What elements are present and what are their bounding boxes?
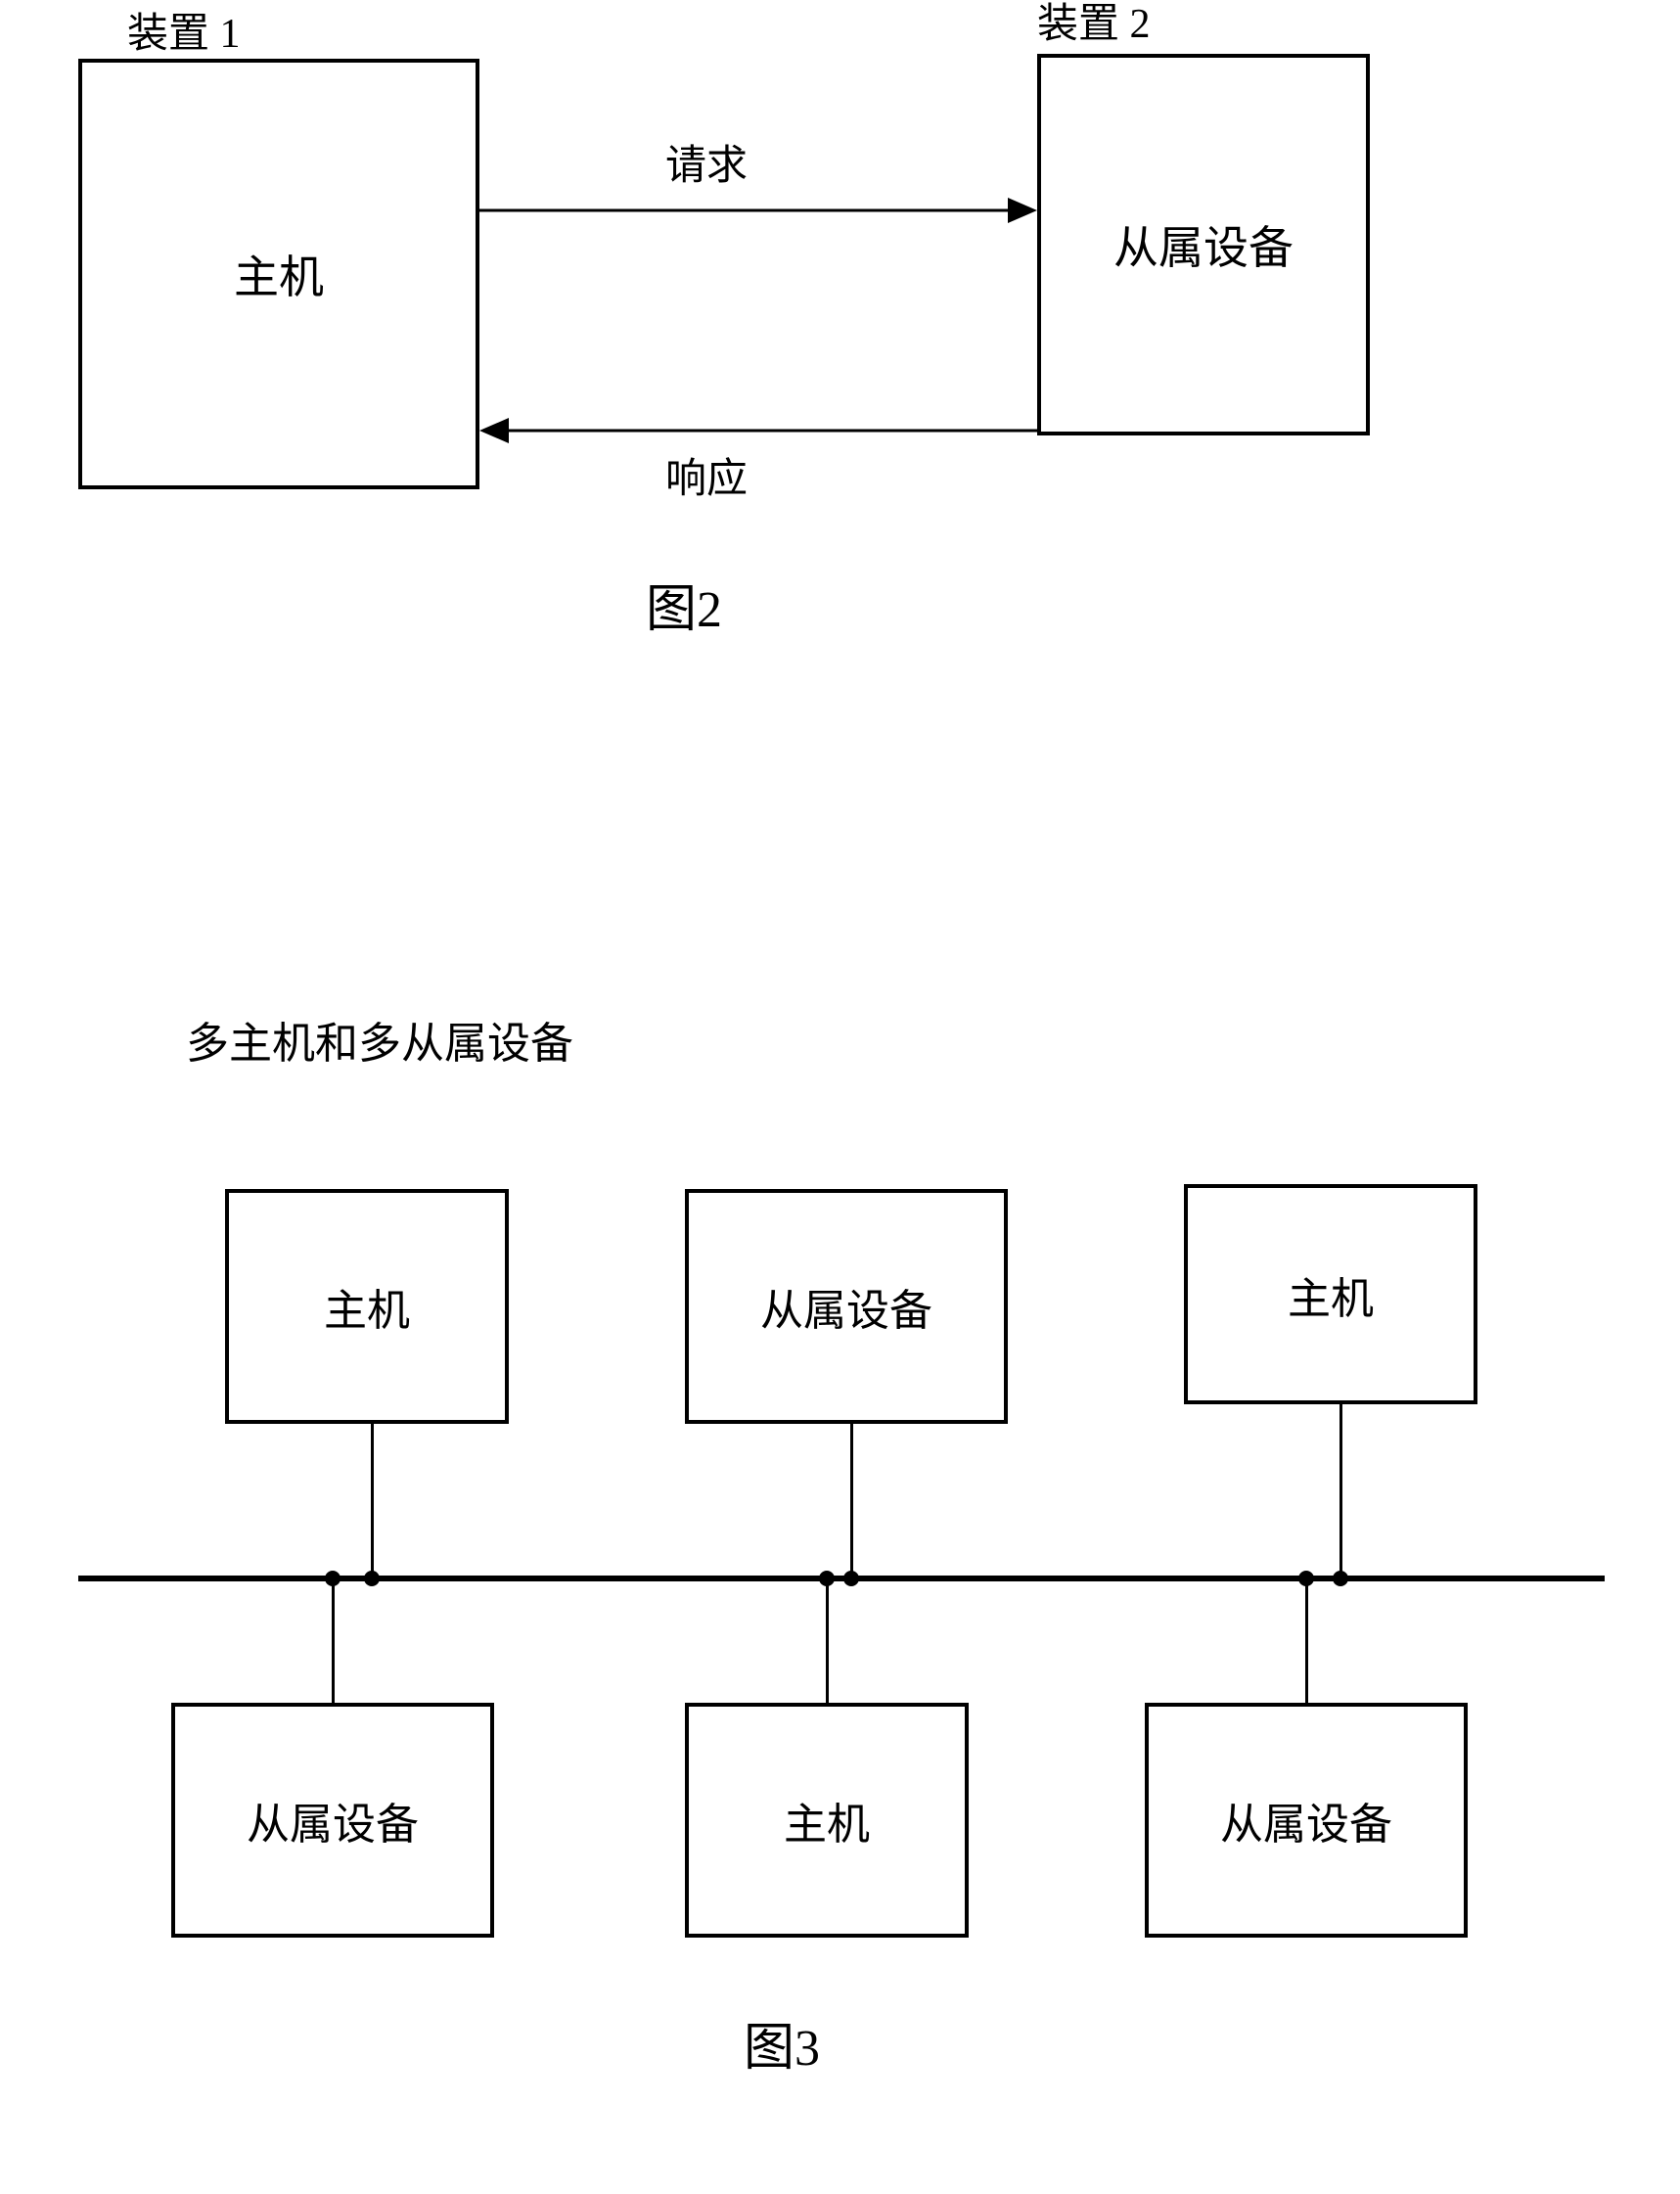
master-box-text: 主机 — [234, 242, 324, 306]
bus-junction-dot — [364, 1571, 380, 1586]
connector — [850, 1424, 853, 1578]
connector — [1339, 1404, 1342, 1578]
bus-junction-dot — [1298, 1571, 1314, 1586]
response-label: 响应 — [665, 445, 748, 505]
response-arrow — [479, 406, 1037, 455]
node-top2: 从属设备 — [685, 1189, 1008, 1424]
node-label: 主机 — [324, 1275, 410, 1338]
node-label: 从属设备 — [1220, 1789, 1392, 1851]
device-2-label: 装置 2 — [1037, 0, 1151, 50]
request-arrow — [479, 186, 1037, 235]
connector — [332, 1578, 335, 1703]
figure-2-caption: 图2 — [646, 568, 722, 641]
node-label: 主机 — [1288, 1263, 1374, 1326]
node-bot3: 从属设备 — [1145, 1703, 1468, 1938]
figure-3-caption: 图3 — [744, 2006, 820, 2080]
node-bot1: 从属设备 — [171, 1703, 494, 1938]
master-box: 主机 — [78, 59, 479, 489]
request-label: 请求 — [665, 132, 748, 192]
connector — [371, 1424, 374, 1578]
connector — [826, 1578, 829, 1703]
device-1-label: 装置 1 — [127, 0, 241, 60]
node-top3: 主机 — [1184, 1184, 1477, 1404]
slave-box-text: 从属设备 — [1113, 212, 1294, 277]
bus-junction-dot — [843, 1571, 859, 1586]
node-label: 主机 — [784, 1789, 870, 1851]
figure-2: 装置 1 装置 2 主机 从属设备 请求 响应 图2 — [78, 0, 1546, 685]
figure-3: 多主机和多从属设备 主机从属设备主机从属设备主机从属设备 图3 — [78, 979, 1605, 2153]
node-label: 从属设备 — [760, 1275, 932, 1338]
node-bot2: 主机 — [685, 1703, 969, 1938]
node-label: 从属设备 — [247, 1789, 419, 1851]
bus-junction-dot — [819, 1571, 835, 1586]
slave-box: 从属设备 — [1037, 54, 1370, 435]
node-top1: 主机 — [225, 1189, 509, 1424]
bus-line — [78, 1576, 1605, 1581]
connector — [1305, 1578, 1308, 1703]
page-root: 装置 1 装置 2 主机 从属设备 请求 响应 图2 多主机和多从属设备 主机从… — [0, 0, 1680, 2194]
bus-junction-dot — [325, 1571, 341, 1586]
bus-junction-dot — [1333, 1571, 1348, 1586]
figure-3-title: 多主机和多从属设备 — [186, 1008, 573, 1071]
